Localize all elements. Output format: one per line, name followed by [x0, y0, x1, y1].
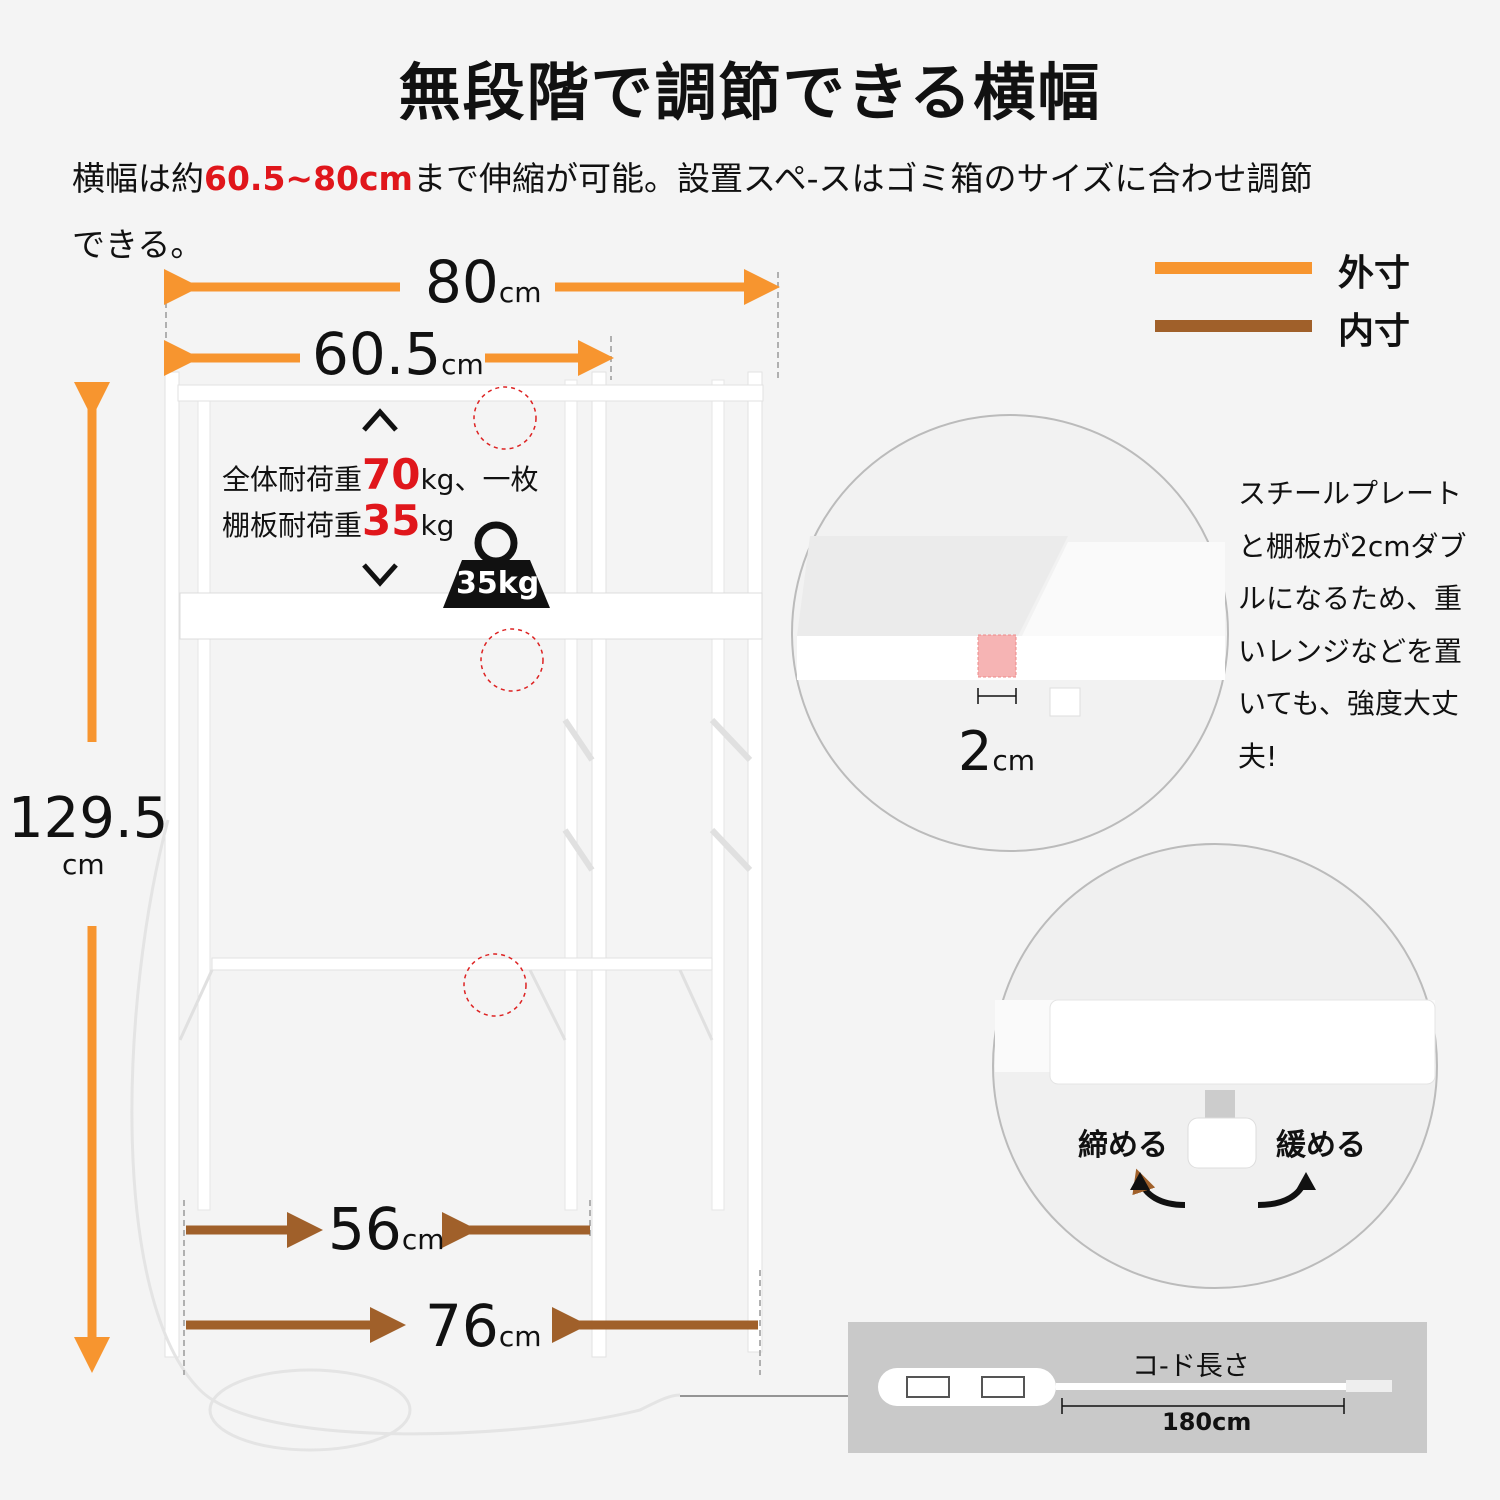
detail-circle-knob	[992, 843, 1438, 1289]
dimension-guides	[165, 272, 779, 1375]
chevron-up-icon	[362, 408, 398, 432]
loosen-label: 緩める	[1276, 1128, 1366, 1163]
side-description: スチールプレートと棚板が2cmダブルになるため、重いレンジなどを置いても、強度大…	[1238, 477, 1467, 773]
width-range: 60.5~80cm	[204, 159, 413, 198]
legend-inner-swatch	[1155, 320, 1312, 332]
subtitle-line-1: 横幅は約60.5~80cmまで伸縮が可能。設置スペ-スはゴミ箱のサイズに合わせ調…	[72, 152, 1313, 200]
weight-icon	[443, 521, 550, 608]
dimension-arrows	[74, 269, 780, 1373]
legend-inner-label: 内寸	[1338, 311, 1411, 352]
page-title: 無段階で調節できる横幅	[398, 56, 1102, 129]
legend-outer-label: 外寸	[1338, 253, 1411, 294]
total-load: 全体耐荷重70kg、一枚	[222, 450, 539, 499]
detail-markers	[463, 386, 544, 1017]
subtitle-line-2: できる。	[72, 225, 204, 264]
inner-width-label: 60.5cm	[312, 320, 484, 388]
tighten-label: 締める	[1078, 1128, 1168, 1163]
cord-label: コ-ド長さ	[1132, 1351, 1250, 1382]
thickness-label: 2cm	[958, 720, 1036, 783]
subtitle-suffix: まで伸縮が可能。設置スペ-スはゴミ箱のサイズに合わせ調節	[412, 159, 1313, 198]
outer-width-label: 80cm	[425, 248, 542, 316]
rack-frame	[130, 371, 764, 1452]
shelf-load: 棚板耐荷重35kg	[222, 496, 455, 545]
legend-outer-swatch	[1155, 262, 1312, 274]
chevron-down-icon	[362, 563, 398, 587]
height-label: 129.5	[8, 786, 169, 851]
bottom-inner-width-label: 56cm	[328, 1195, 445, 1263]
weight-icon-label: 35kg	[456, 566, 540, 601]
subtitle-prefix: 横幅は約	[72, 159, 204, 198]
bottom-outer-width-label: 76cm	[425, 1292, 542, 1360]
height-unit: cm	[62, 848, 105, 881]
cord-panel	[680, 1322, 1427, 1453]
detail-circle-shelf	[791, 414, 1229, 852]
cord-length: 180cm	[1162, 1408, 1252, 1436]
